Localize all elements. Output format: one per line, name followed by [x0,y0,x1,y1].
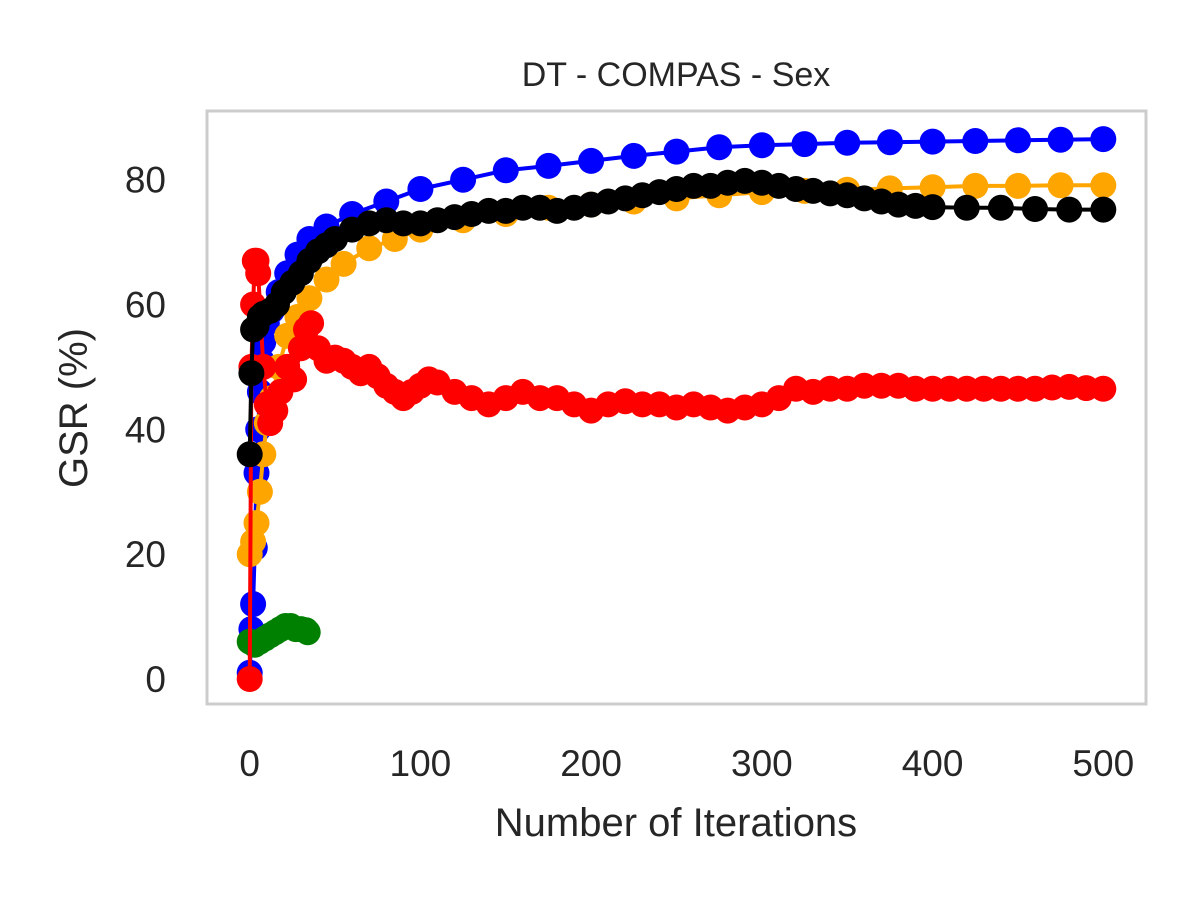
series-2-point-30 [1005,172,1031,199]
series-1-point-19 [407,176,434,202]
x-tick-label: 0 [239,743,260,784]
series-2-point-11 [296,285,323,312]
series-5-point-50 [919,194,946,221]
series-3-point-13 [294,619,321,646]
series-3 [236,613,321,658]
series-5-point-1 [236,441,263,468]
series-4-point-16 [298,310,325,337]
series-1-point-35 [1090,126,1117,153]
series-4-point-6 [245,260,272,287]
series-1-point-24 [620,142,647,169]
series-2-point-3 [243,510,270,536]
series-1-point-28 [791,131,818,158]
series-1-point-27 [748,132,775,159]
series-2-point-31 [1047,172,1074,199]
chart-title: DT - COMPAS - Sex [522,56,831,94]
y-tick-label: 0 [145,659,166,700]
y-axis-label: GSR (%) [52,328,96,488]
series-1-point-3 [240,591,267,618]
series-1-point-18 [373,188,400,215]
series-1-point-21 [492,157,519,184]
series-2-point-4 [246,478,273,505]
series-2-point-32 [1090,172,1117,199]
x-tick-label: 200 [560,743,622,784]
series-5 [236,167,1117,468]
series-2-point-12 [313,266,340,293]
series-layer [236,126,1117,692]
series-4-point-1 [236,666,263,692]
series-5-point-53 [1022,196,1048,222]
series-1-point-32 [962,128,989,154]
series-1-point-31 [919,128,946,155]
series-5-point-2 [238,360,265,387]
series-1-point-25 [663,138,690,165]
series-4-point-13 [281,366,308,393]
series-4 [236,247,1117,692]
series-5-point-52 [987,194,1014,221]
y-tick-label: 40 [125,409,166,450]
series-1-point-34 [1047,126,1074,153]
y-tick-label: 60 [125,285,166,326]
plot-frame [205,109,1148,706]
y-tick-label: 80 [125,160,166,201]
x-tick-labels: 0 100 200 300 400 500 [239,743,1134,784]
x-tick-label: 500 [1072,743,1134,784]
y-tick-labels: 0 20 40 60 80 [125,160,166,700]
x-tick-label: 400 [902,743,964,784]
series-5-point-51 [953,194,980,221]
x-axis-label: Number of Iterations [495,801,857,845]
series-2-point-14 [356,235,383,262]
series-4-point-70 [1090,375,1117,402]
series-1-point-30 [876,129,903,156]
series-1-point-22 [535,152,562,179]
series-1-point-26 [706,134,733,161]
series-5-point-54 [1056,196,1083,223]
series-4-line [247,258,1104,680]
series-5-point-55 [1090,196,1117,223]
y-tick-label: 20 [125,534,166,575]
x-tick-label: 100 [390,743,452,784]
series-1-point-33 [1005,127,1031,154]
series-1-point-29 [834,129,861,156]
series-1-point-23 [578,147,605,174]
series-2-point-29 [962,172,989,199]
series-2-point-13 [330,250,357,277]
series-2-point-28 [919,174,946,201]
x-tick-label: 300 [731,743,793,784]
series-1-point-20 [450,166,477,193]
